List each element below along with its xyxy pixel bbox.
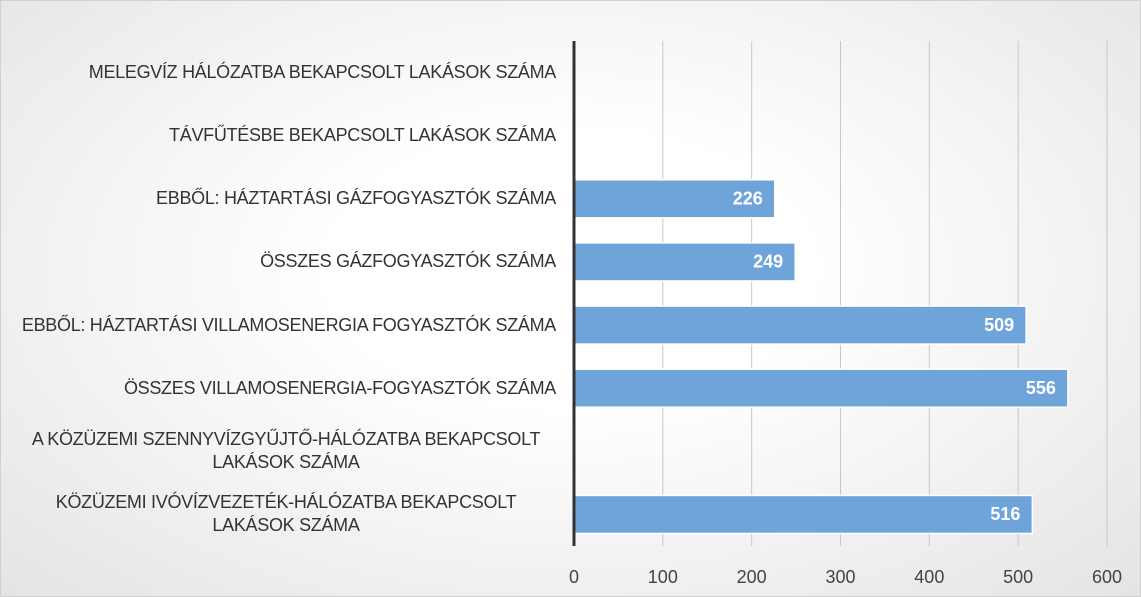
- category-text: A KÖZÜZEMI SZENNYVÍZGYŰJTŐ-HÁLÓZATBA BEK…: [31, 429, 541, 473]
- bar: [573, 242, 796, 282]
- y-tick-label: MELEGVÍZ HÁLÓZATBA BEKAPCSOLT LAKÁSOK SZ…: [6, 43, 557, 103]
- category-text: KÖZÜZEMI IVÓVÍZVEZETÉK-HÁLÓZATBA BEKAPCS…: [55, 492, 517, 536]
- x-tick-label: 500: [1003, 567, 1033, 587]
- x-tick-label: 400: [914, 567, 944, 587]
- category-text: MELEGVÍZ HÁLÓZATBA BEKAPCSOLT LAKÁSOK SZ…: [88, 62, 557, 83]
- x-tick-label: 100: [648, 567, 678, 587]
- category-text: TÁVFŰTÉSBE BEKAPCSOLT LAKÁSOK SZÁMA: [169, 125, 556, 146]
- data-label: 556: [1026, 378, 1056, 398]
- category-text: EBBŐL: HÁZTARTÁSI VILLAMOSENERGIA FOGYAS…: [21, 314, 556, 335]
- y-tick-label: KÖZÜZEMI IVÓVÍZVEZETÉK-HÁLÓZATBA BEKAPCS…: [6, 484, 556, 544]
- data-label: 226: [733, 189, 763, 209]
- x-tick-label: 600: [1092, 567, 1122, 587]
- x-tick-label: 300: [825, 567, 855, 587]
- y-tick-label: A KÖZÜZEMI SZENNYVÍZGYŰJTŐ-HÁLÓZATBA BEK…: [6, 421, 556, 481]
- data-label: 249: [753, 252, 783, 272]
- bar: [573, 179, 776, 219]
- y-tick-label: EBBŐL: HÁZTARTÁSI VILLAMOSENERGIA FOGYAS…: [6, 295, 556, 355]
- category-text: ÖSSZES VILLAMOSENERGIA-FOGYASZTÓK SZÁMA: [123, 377, 556, 398]
- bar: [573, 368, 1069, 408]
- y-tick-label: TÁVFŰTÉSBE BEKAPCSOLT LAKÁSOK SZÁMA: [6, 106, 556, 166]
- data-label: 516: [990, 504, 1020, 524]
- category-text: ÖSSZES GÁZFOGYASZTÓK SZÁMA: [260, 251, 556, 272]
- category-text: EBBŐL: HÁZTARTÁSI GÁZFOGYASZTÓK SZÁMA: [156, 188, 556, 209]
- x-tick-label: 0: [569, 567, 579, 587]
- bar: [573, 494, 1034, 535]
- x-tick-label: 200: [737, 567, 767, 587]
- y-tick-label: ÖSSZES GÁZFOGYASZTÓK SZÁMA: [6, 232, 556, 292]
- data-label: 509: [984, 315, 1014, 335]
- y-tick-label: ÖSSZES VILLAMOSENERGIA-FOGYASZTÓK SZÁMA: [6, 358, 556, 418]
- bar: [573, 305, 1027, 345]
- y-tick-label: EBBŐL: HÁZTARTÁSI GÁZFOGYASZTÓK SZÁMA: [6, 169, 556, 229]
